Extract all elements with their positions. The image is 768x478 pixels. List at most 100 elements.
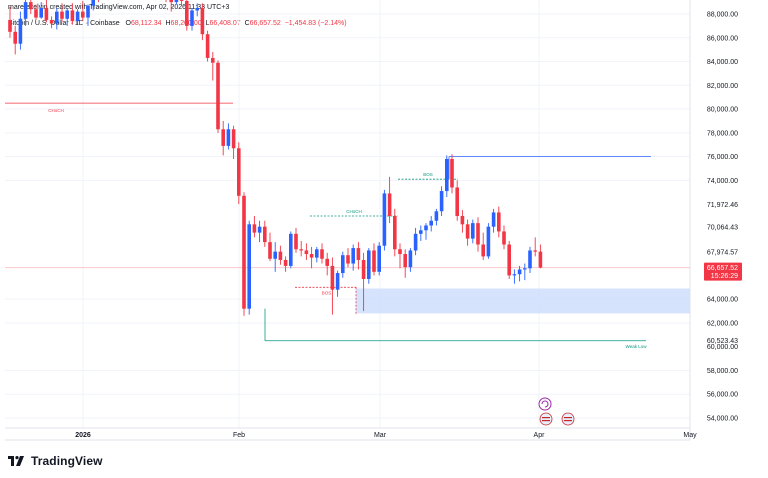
flag-stripe-icon: [564, 417, 572, 419]
candle-body: [65, 10, 69, 19]
candle-body: [460, 216, 465, 225]
candle-body: [523, 268, 527, 270]
structure-label: Weak Low: [626, 344, 648, 349]
structure-label: BOS: [322, 290, 332, 295]
candle-body: [86, 5, 90, 18]
flag-stripe-icon: [542, 420, 550, 422]
candle-body: [44, 8, 49, 20]
candle-body: [18, 18, 23, 44]
refresh-icon: [541, 400, 549, 408]
candle-body: [481, 244, 485, 257]
candle-body: [356, 248, 361, 260]
candle-body: [491, 212, 496, 227]
us-flag-icon: [539, 412, 553, 426]
candle-body: [393, 216, 397, 250]
price-axis: 88,000.00 86,000.00 84,000.00 82,000.00 80,0…: [704, 12, 742, 423]
us-flag-icon: [561, 412, 575, 426]
candle-body: [346, 255, 350, 264]
candle-body: [211, 57, 215, 63]
candle-body: [252, 224, 257, 233]
price-tick-label: 64,000.00: [707, 297, 738, 304]
time-axis: 2026 Feb Mar Apr May: [75, 432, 697, 439]
special-price-label: 60,523.43: [707, 338, 738, 345]
candle-body: [29, 2, 33, 10]
symbol-name[interactable]: Bitcoin / U.S. Dollar · 1D · Coinbase: [8, 20, 120, 27]
candle-body: [486, 226, 491, 257]
candle-body: [341, 255, 345, 274]
candle-body: [507, 244, 511, 276]
price-tick-label: 62,000.00: [707, 320, 738, 327]
time-tick-label: Apr: [534, 432, 546, 439]
candle-body: [226, 129, 231, 146]
candle-body: [278, 251, 283, 260]
price-tick-label: 74,000.00: [707, 178, 738, 185]
time-tick-label: May: [683, 432, 697, 439]
special-price-label: 70,064.43: [707, 225, 738, 232]
candle-body: [185, 0, 189, 26]
candles-layer: [8, 0, 543, 316]
ohlc-change: −1,454.83 (−2.14%): [284, 20, 347, 27]
time-tick-label: Mar: [374, 432, 387, 439]
candle-body: [528, 250, 532, 269]
special-price-label: 71,972.46: [707, 202, 738, 209]
candle-body: [231, 129, 236, 149]
countdown-label: 15:26:29: [711, 273, 738, 280]
dividend-icon: [538, 397, 552, 411]
price-tick-label: 58,000.00: [707, 368, 738, 375]
candle-body: [75, 11, 80, 22]
candle-body: [294, 233, 298, 250]
candle-body: [450, 158, 454, 188]
candle-body: [502, 231, 506, 245]
candle-body: [13, 31, 17, 44]
price-tick-label: 84,000.00: [707, 59, 738, 66]
candle-body: [413, 233, 418, 251]
candle-body: [195, 8, 199, 11]
candle-body: [309, 254, 314, 258]
candle-body: [434, 211, 439, 221]
candle-body: [263, 226, 267, 243]
chart-grid: [5, 0, 691, 441]
special-price-label: 60,000.00: [707, 344, 738, 351]
candle-body: [91, 0, 95, 6]
candle-body: [377, 245, 381, 272]
price-tick-label: 86,000.00: [707, 35, 738, 42]
candle-body: [283, 259, 288, 266]
structure-lines: CHoCH CHoCH BOS BOS Weak Low: [5, 102, 690, 426]
candle-body: [242, 195, 246, 309]
ohlc-close: C66,657.52: [244, 20, 281, 27]
candle-body: [429, 220, 433, 226]
tradingview-logo[interactable]: TradingView: [8, 454, 103, 468]
time-tick-label: Feb: [233, 432, 245, 439]
last-price-label: 66,657.52: [707, 265, 738, 272]
candle-body: [55, 11, 59, 24]
structure-label: CHoCH: [346, 209, 362, 214]
ohlc-open: O68,112.34: [125, 20, 162, 27]
time-tick-label: 2026: [75, 432, 91, 439]
candle-body: [23, 2, 28, 19]
tradingview-logo-icon: [8, 456, 24, 466]
price-tick-label: 54,000.00: [707, 416, 738, 423]
candle-body: [351, 248, 355, 264]
price-tick-label: 82,000.00: [707, 83, 738, 90]
credit-text: maretekelvin created with TradingView.co…: [8, 4, 230, 11]
candle-body: [330, 265, 335, 290]
candle-body: [268, 242, 272, 259]
candle-body: [60, 11, 64, 19]
candle-body: [465, 224, 470, 239]
candle-body: [81, 11, 85, 18]
candle-body: [299, 249, 303, 251]
candle-body: [169, 0, 173, 3]
candle-body: [200, 8, 205, 35]
candle-body: [70, 10, 75, 22]
price-tick-label: 56,000.00: [707, 392, 738, 399]
demand-zone: [356, 288, 690, 314]
candle-body: [424, 225, 428, 231]
candle-body: [512, 274, 517, 276]
candle-body: [8, 19, 12, 32]
event-icons[interactable]: [538, 397, 575, 426]
candle-body: [497, 212, 501, 232]
price-tick-label: 80,000.00: [707, 107, 738, 114]
candle-body: [304, 250, 309, 255]
candle-body: [476, 223, 480, 245]
